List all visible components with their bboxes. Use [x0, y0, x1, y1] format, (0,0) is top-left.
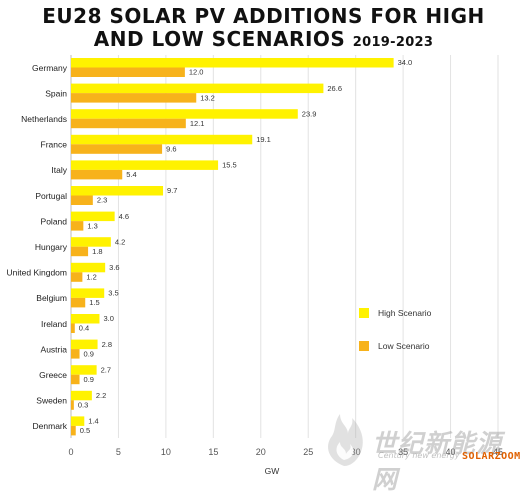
chart-title-line-2-main: AND LOW SCENARIOS	[93, 27, 346, 51]
bar-low	[71, 221, 84, 231]
bar-high	[71, 288, 105, 298]
x-tick-label: 20	[256, 447, 266, 457]
data-label: 9.7	[167, 186, 177, 195]
bar-low	[71, 400, 74, 410]
data-label: 19.1	[256, 135, 271, 144]
data-label: 1.2	[86, 273, 96, 282]
x-tick-label: 15	[208, 447, 218, 457]
bar-low	[71, 349, 80, 359]
data-label: 1.8	[92, 247, 102, 256]
category-label: Netherlands	[21, 114, 67, 124]
chart-title-line-1: EU28 SOLAR PV ADDITIONS FOR HIGH	[42, 4, 485, 28]
bar-high	[71, 83, 324, 94]
data-label: 0.9	[84, 349, 94, 358]
data-label: 1.5	[89, 298, 99, 307]
data-label: 0.5	[80, 426, 90, 435]
data-label: 0.9	[84, 375, 94, 384]
bar-low	[71, 246, 89, 257]
data-label: 2.3	[97, 196, 107, 205]
bar-high	[71, 160, 219, 170]
bar-high	[71, 58, 394, 68]
data-label: 2.7	[101, 365, 111, 374]
data-label: 1.3	[87, 221, 97, 230]
data-label: 5.4	[126, 170, 136, 179]
data-label: 13.2	[200, 93, 215, 102]
legend-label: Low Scenario	[378, 341, 430, 351]
category-label: Italy	[51, 165, 67, 175]
data-label: 0.4	[79, 324, 89, 333]
bar-low	[71, 374, 80, 385]
bar-high	[71, 211, 115, 222]
data-label: 3.6	[109, 263, 119, 272]
x-tick-label: 25	[303, 447, 313, 457]
bar-high	[71, 314, 100, 324]
category-label: Sweden	[36, 396, 67, 406]
data-label: 15.5	[222, 161, 237, 170]
data-label: 2.2	[96, 391, 106, 400]
data-label: 34.0	[398, 58, 413, 67]
bar-high	[71, 134, 253, 145]
bar-high	[71, 186, 164, 196]
data-label: 4.6	[119, 212, 129, 221]
x-tick-label: 45	[493, 447, 503, 457]
x-tick-label: 5	[116, 447, 121, 457]
bar-high	[71, 262, 106, 273]
category-label: Hungary	[35, 242, 68, 252]
category-label: United Kingdom	[7, 268, 67, 278]
bar-high	[71, 416, 85, 426]
chart-title-years: 2019-2023	[352, 35, 434, 50]
data-label: 1.4	[88, 417, 98, 426]
bar-high	[71, 390, 92, 401]
legend-swatch	[359, 308, 369, 318]
chart-title-line-2: AND LOW SCENARIOS 2019-2023	[0, 27, 527, 51]
watermark-logo-icon	[328, 414, 363, 466]
watermark-brand: SOLARZOOM	[462, 451, 521, 462]
bar-low	[71, 169, 123, 180]
x-tick-label: 40	[446, 447, 456, 457]
category-label: Greece	[39, 370, 67, 380]
data-label: 2.8	[102, 340, 112, 349]
category-label: France	[41, 140, 68, 150]
data-label: 3.0	[103, 314, 113, 323]
data-label: 12.0	[189, 68, 204, 77]
data-label: 3.5	[108, 289, 118, 298]
x-axis-title: GW	[265, 466, 280, 476]
category-label: Poland	[41, 216, 68, 226]
category-label: Ireland	[41, 319, 67, 329]
x-tick-label: 35	[398, 447, 408, 457]
data-label: 26.6	[327, 84, 342, 93]
x-tick-label: 10	[161, 447, 171, 457]
bar-high	[71, 237, 111, 247]
x-tick-label: 0	[68, 447, 73, 457]
category-label: Austria	[41, 344, 68, 354]
data-label: 23.9	[302, 109, 317, 118]
bar-low	[71, 323, 75, 333]
bar-low	[71, 425, 76, 436]
bar-low	[71, 67, 185, 77]
bar-low	[71, 118, 186, 129]
watermark-subtext: Century new energy	[378, 451, 460, 460]
bar-low	[71, 93, 197, 103]
legend-label: High Scenario	[378, 308, 432, 318]
category-label: Spain	[45, 88, 67, 98]
data-label: 0.3	[78, 401, 88, 410]
bar-low	[71, 272, 83, 282]
data-label: 9.6	[166, 145, 176, 154]
bar-high	[71, 109, 298, 119]
bar-low	[71, 195, 93, 205]
legend-swatch	[359, 341, 369, 351]
category-label: Germany	[32, 63, 68, 73]
bar-low	[71, 144, 163, 154]
category-label: Portugal	[35, 191, 67, 201]
bar-high	[71, 365, 97, 375]
category-label: Denmark	[33, 421, 68, 431]
data-label: 4.2	[115, 237, 125, 246]
bar-high	[71, 339, 98, 350]
category-label: Belgium	[36, 293, 67, 303]
bar-chart: Germany 34.0 12.0 Spain 26.6 13.2 Netherlands 2…	[7, 55, 503, 476]
x-tick-label: 30	[351, 447, 361, 457]
data-label: 12.1	[190, 119, 205, 128]
bar-low	[71, 297, 86, 308]
